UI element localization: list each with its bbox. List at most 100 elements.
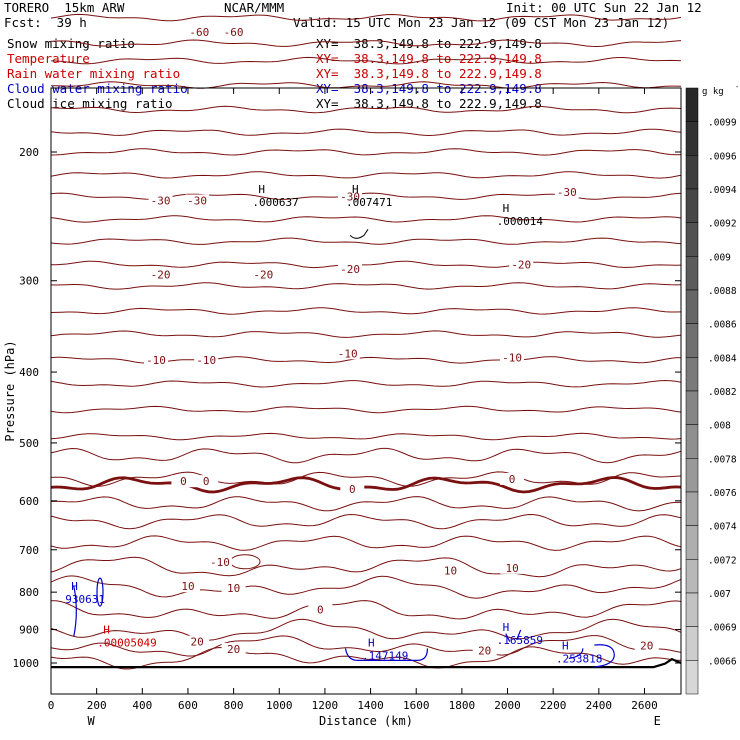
maximum-h-marker: H	[503, 202, 510, 215]
maximum-value: .000637	[252, 196, 298, 209]
temperature-label: -10	[146, 354, 166, 367]
init-label: Init: 00 UTC Sun 22 Jan 12	[506, 0, 702, 15]
colorbar-cell	[685, 188, 699, 223]
x-tick-label: 200	[87, 699, 107, 712]
temperature-contour	[50, 105, 682, 114]
temperature-contour	[50, 575, 682, 599]
temperature-label: -20	[511, 258, 531, 271]
label-backdrop	[221, 25, 246, 38]
temperature-label: 20	[190, 636, 203, 649]
maximum-h-marker: H	[562, 640, 569, 653]
plot-axes: 0 200 400 600 800 1000 1200 1400 1600 1800 2000 220…	[3, 87, 682, 728]
colorbar-label: .007	[708, 589, 731, 600]
temperature-label: 10	[444, 564, 457, 577]
maximum-value: .147149	[362, 649, 408, 662]
y-tick-label: 600	[19, 495, 39, 508]
label-backdrop	[509, 258, 534, 271]
colorbar-label: .009	[708, 252, 731, 263]
x-tick-label: 1400	[357, 699, 384, 712]
x-tick-label: 1600	[403, 699, 430, 712]
temperature-contour	[50, 646, 682, 670]
y-tick-label: 300	[19, 275, 39, 288]
label-backdrop	[338, 190, 363, 203]
label-backdrop	[187, 25, 212, 38]
temperature-label: -10	[196, 354, 216, 367]
colorbar-cell	[685, 87, 699, 122]
label-backdrop	[185, 635, 210, 648]
temperature-label: 20	[640, 640, 653, 653]
label-backdrop	[438, 564, 463, 577]
label-backdrop	[338, 262, 363, 275]
colorbar-cell	[685, 458, 699, 493]
y-tick-label: 700	[19, 544, 39, 557]
label-backdrop	[194, 353, 219, 366]
model-label: TORERO 15km ARW	[4, 0, 125, 15]
x-tick-label: 1800	[449, 699, 476, 712]
label-backdrop	[175, 580, 200, 593]
x-tick-label: 2400	[586, 699, 613, 712]
label-backdrop	[472, 644, 497, 657]
maximum-h-marker: H	[258, 183, 265, 196]
temperature-label: -20	[340, 263, 360, 276]
temperature-label: -60	[224, 26, 244, 39]
label-backdrop	[308, 603, 333, 616]
temperature-contour	[50, 330, 682, 338]
colorbar-label: .0066	[708, 656, 737, 667]
field-rain-name: Rain water mixing ratio	[7, 66, 181, 81]
x-tick-label: 600	[178, 699, 198, 712]
cloud-water-contour	[73, 586, 77, 637]
field-snow-xy: XY= 38.3,149.8 to 222.9,149.8	[316, 36, 542, 51]
temperature-contour	[50, 556, 682, 578]
temperature-contour	[50, 447, 682, 464]
x-tick-label: 1200	[312, 699, 339, 712]
temperature-label: -20	[253, 268, 273, 281]
colorbar-label: .0099	[708, 118, 737, 129]
y-tick-label: 200	[19, 146, 39, 159]
x-tick-label: 400	[132, 699, 152, 712]
temperature-label: -30	[340, 190, 360, 203]
y-tick-label: 1000	[13, 657, 40, 670]
y-tick-label: 400	[19, 366, 39, 379]
temperature-label: 10	[505, 562, 518, 575]
field-rain-xy: XY= 38.3,149.8 to 222.9,149.8	[316, 66, 542, 81]
label-backdrop	[185, 194, 210, 207]
east-label: E	[654, 714, 661, 728]
temperature-contour	[50, 432, 682, 441]
temperature-label: 0	[349, 483, 356, 496]
colorbar-cell	[685, 289, 699, 324]
colorbar-label: .0084	[708, 353, 737, 364]
label-backdrop	[500, 472, 525, 485]
temperature-label: 0	[509, 473, 516, 486]
colorbar-label: .0086	[708, 320, 737, 331]
terrain-profile	[51, 657, 682, 669]
label-backdrop	[500, 351, 525, 364]
temperature-contour	[50, 535, 682, 551]
x-axis-label: Distance (km)	[319, 714, 413, 728]
cloud-contours	[73, 229, 615, 668]
x-tick-label: 2000	[494, 699, 521, 712]
label-backdrop	[221, 582, 246, 595]
colorbar-unit-exponent: -1	[735, 83, 740, 91]
temperature-contour	[50, 513, 682, 530]
x-tick-label: 800	[224, 699, 244, 712]
cloud-water-contour	[344, 648, 429, 661]
colorbar-cell	[685, 525, 699, 560]
label-backdrop	[340, 482, 365, 495]
maximum-value: .165859	[497, 634, 543, 647]
temperature-contour	[50, 496, 681, 512]
temperature-closed-contour	[229, 554, 261, 570]
colorbar-label: .0078	[708, 454, 737, 465]
temperature-contour	[50, 635, 682, 657]
colorbar-label: .0072	[708, 555, 737, 566]
temperature-contour	[50, 215, 682, 223]
colorbar-cell	[685, 592, 699, 627]
temperature-contour	[50, 13, 682, 22]
temperature-contour	[50, 282, 682, 290]
west-label: W	[88, 714, 96, 728]
x-tick-label: 0	[48, 699, 55, 712]
label-backdrop	[500, 561, 525, 574]
temperature-label: 10	[227, 582, 240, 595]
colorbar-cell	[685, 357, 699, 392]
